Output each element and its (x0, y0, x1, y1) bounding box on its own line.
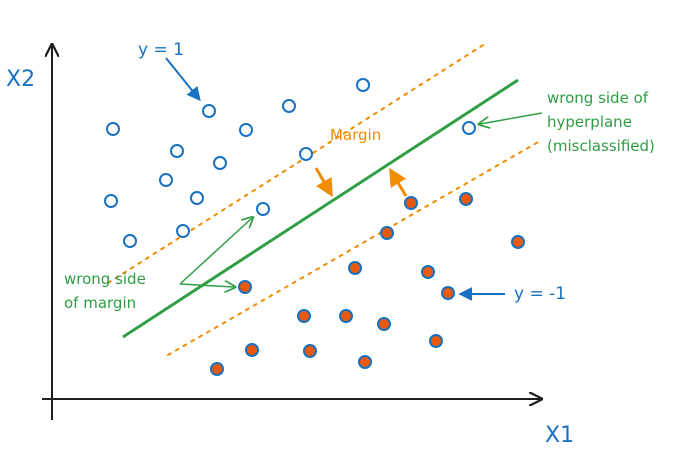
orange-point (303, 344, 317, 358)
hyperplane-line (122, 78, 519, 339)
positive-class-label: y = 1 (138, 40, 184, 60)
blue-point (106, 122, 120, 136)
orange-point (339, 309, 353, 323)
orange-point (421, 265, 435, 279)
y-axis-label: X2 (6, 67, 35, 92)
wrong-margin-arrow-up (179, 218, 252, 285)
blue-point (239, 123, 253, 137)
blue-point (190, 191, 204, 205)
orange-point (210, 362, 224, 376)
blue-point (159, 173, 173, 187)
positive-class-arrow (165, 57, 201, 102)
orange-point (238, 280, 252, 294)
lower-margin-line (167, 140, 541, 356)
margin-label: Margin (330, 126, 381, 144)
orange-point (297, 309, 311, 323)
orange-point (377, 317, 391, 331)
negative-class-label: y = -1 (514, 284, 566, 304)
upper-margin-line (107, 41, 489, 284)
orange-point (380, 226, 394, 240)
blue-point (299, 147, 313, 161)
wrong-hyperplane-label-1: wrong side of (547, 89, 649, 107)
orange-point (459, 192, 473, 206)
orange-point (404, 196, 418, 210)
blue-point (104, 194, 118, 208)
orange-point (441, 286, 455, 300)
blue-point (462, 121, 476, 135)
blue-point (282, 99, 296, 113)
orange-point (358, 355, 372, 369)
blue-point (123, 234, 137, 248)
wrong-margin-arrow-right (179, 284, 234, 287)
blue-point (202, 104, 216, 118)
wrong-hyperplane-arrow (480, 112, 543, 124)
margin-arrow-left (314, 167, 333, 198)
orange-point (348, 261, 362, 275)
blue-point (256, 202, 270, 216)
wrong-margin-label-2: of margin (64, 294, 136, 312)
margin-arrow-right (389, 167, 408, 197)
wrong-hyperplane-label-2: hyperplane (547, 113, 632, 131)
blue-point (356, 78, 370, 92)
orange-points (210, 192, 525, 376)
orange-point (511, 235, 525, 249)
orange-point (245, 343, 259, 357)
blue-points (104, 78, 476, 248)
blue-point (170, 144, 184, 158)
blue-point (176, 224, 190, 238)
orange-point (429, 334, 443, 348)
wrong-hyperplane-label-3: (misclassified) (547, 137, 655, 155)
wrong-margin-label-1: wrong side (64, 270, 146, 288)
blue-point (213, 156, 227, 170)
x-axis-label: X1 (545, 423, 574, 448)
